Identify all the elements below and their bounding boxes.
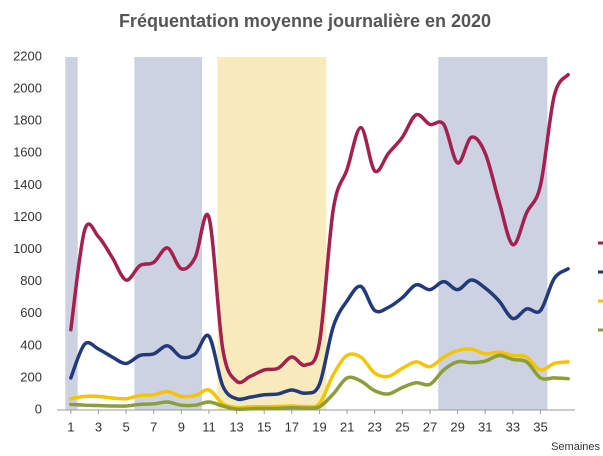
x-tick-label: 15 [257,419,271,434]
series-line [69,267,570,402]
x-tick-label: 7 [150,419,157,434]
x-tick-label: 33 [506,419,520,434]
y-tick-label: 600 [20,305,42,320]
x-tick-label: 29 [450,419,464,434]
x-tick-label: 5 [122,419,129,434]
series-line [69,72,570,385]
x-tick-label: 23 [367,419,381,434]
x-tick-label: 21 [340,419,354,434]
y-tick-label: 1200 [13,209,42,224]
x-tick-label: 9 [178,419,185,434]
y-tick-label: 1600 [13,145,42,160]
x-tick-label: 1 [67,419,74,434]
x-tick-label: 13 [229,419,243,434]
y-tick-label: 400 [20,337,42,352]
x-tick-label: 31 [478,419,492,434]
y-tick-label: 2000 [13,81,42,96]
period-band [65,57,78,410]
y-tick-label: 1400 [13,177,42,192]
y-tick-label: 0 [35,401,42,416]
period-band [217,57,327,410]
x-tick-label: 25 [395,419,409,434]
x-tick-label: 35 [533,419,547,434]
series-line [69,353,570,412]
x-axis-label: Semaines [551,441,600,453]
x-tick-label: 3 [95,419,102,434]
x-tick-label: 11 [202,419,216,434]
y-tick-label: 800 [20,273,42,288]
x-tick-label: 27 [423,419,437,434]
chart-title: Fréquentation moyenne journalière en 202… [119,11,491,31]
x-tick-label: 19 [312,419,326,434]
series-line [69,347,570,410]
y-tick-label: 1800 [13,113,42,128]
y-tick-label: 2200 [13,48,42,63]
y-tick-label: 1000 [13,241,42,256]
period-band [134,57,203,410]
x-tick-label: 17 [285,419,299,434]
y-tick-label: 200 [20,369,42,384]
